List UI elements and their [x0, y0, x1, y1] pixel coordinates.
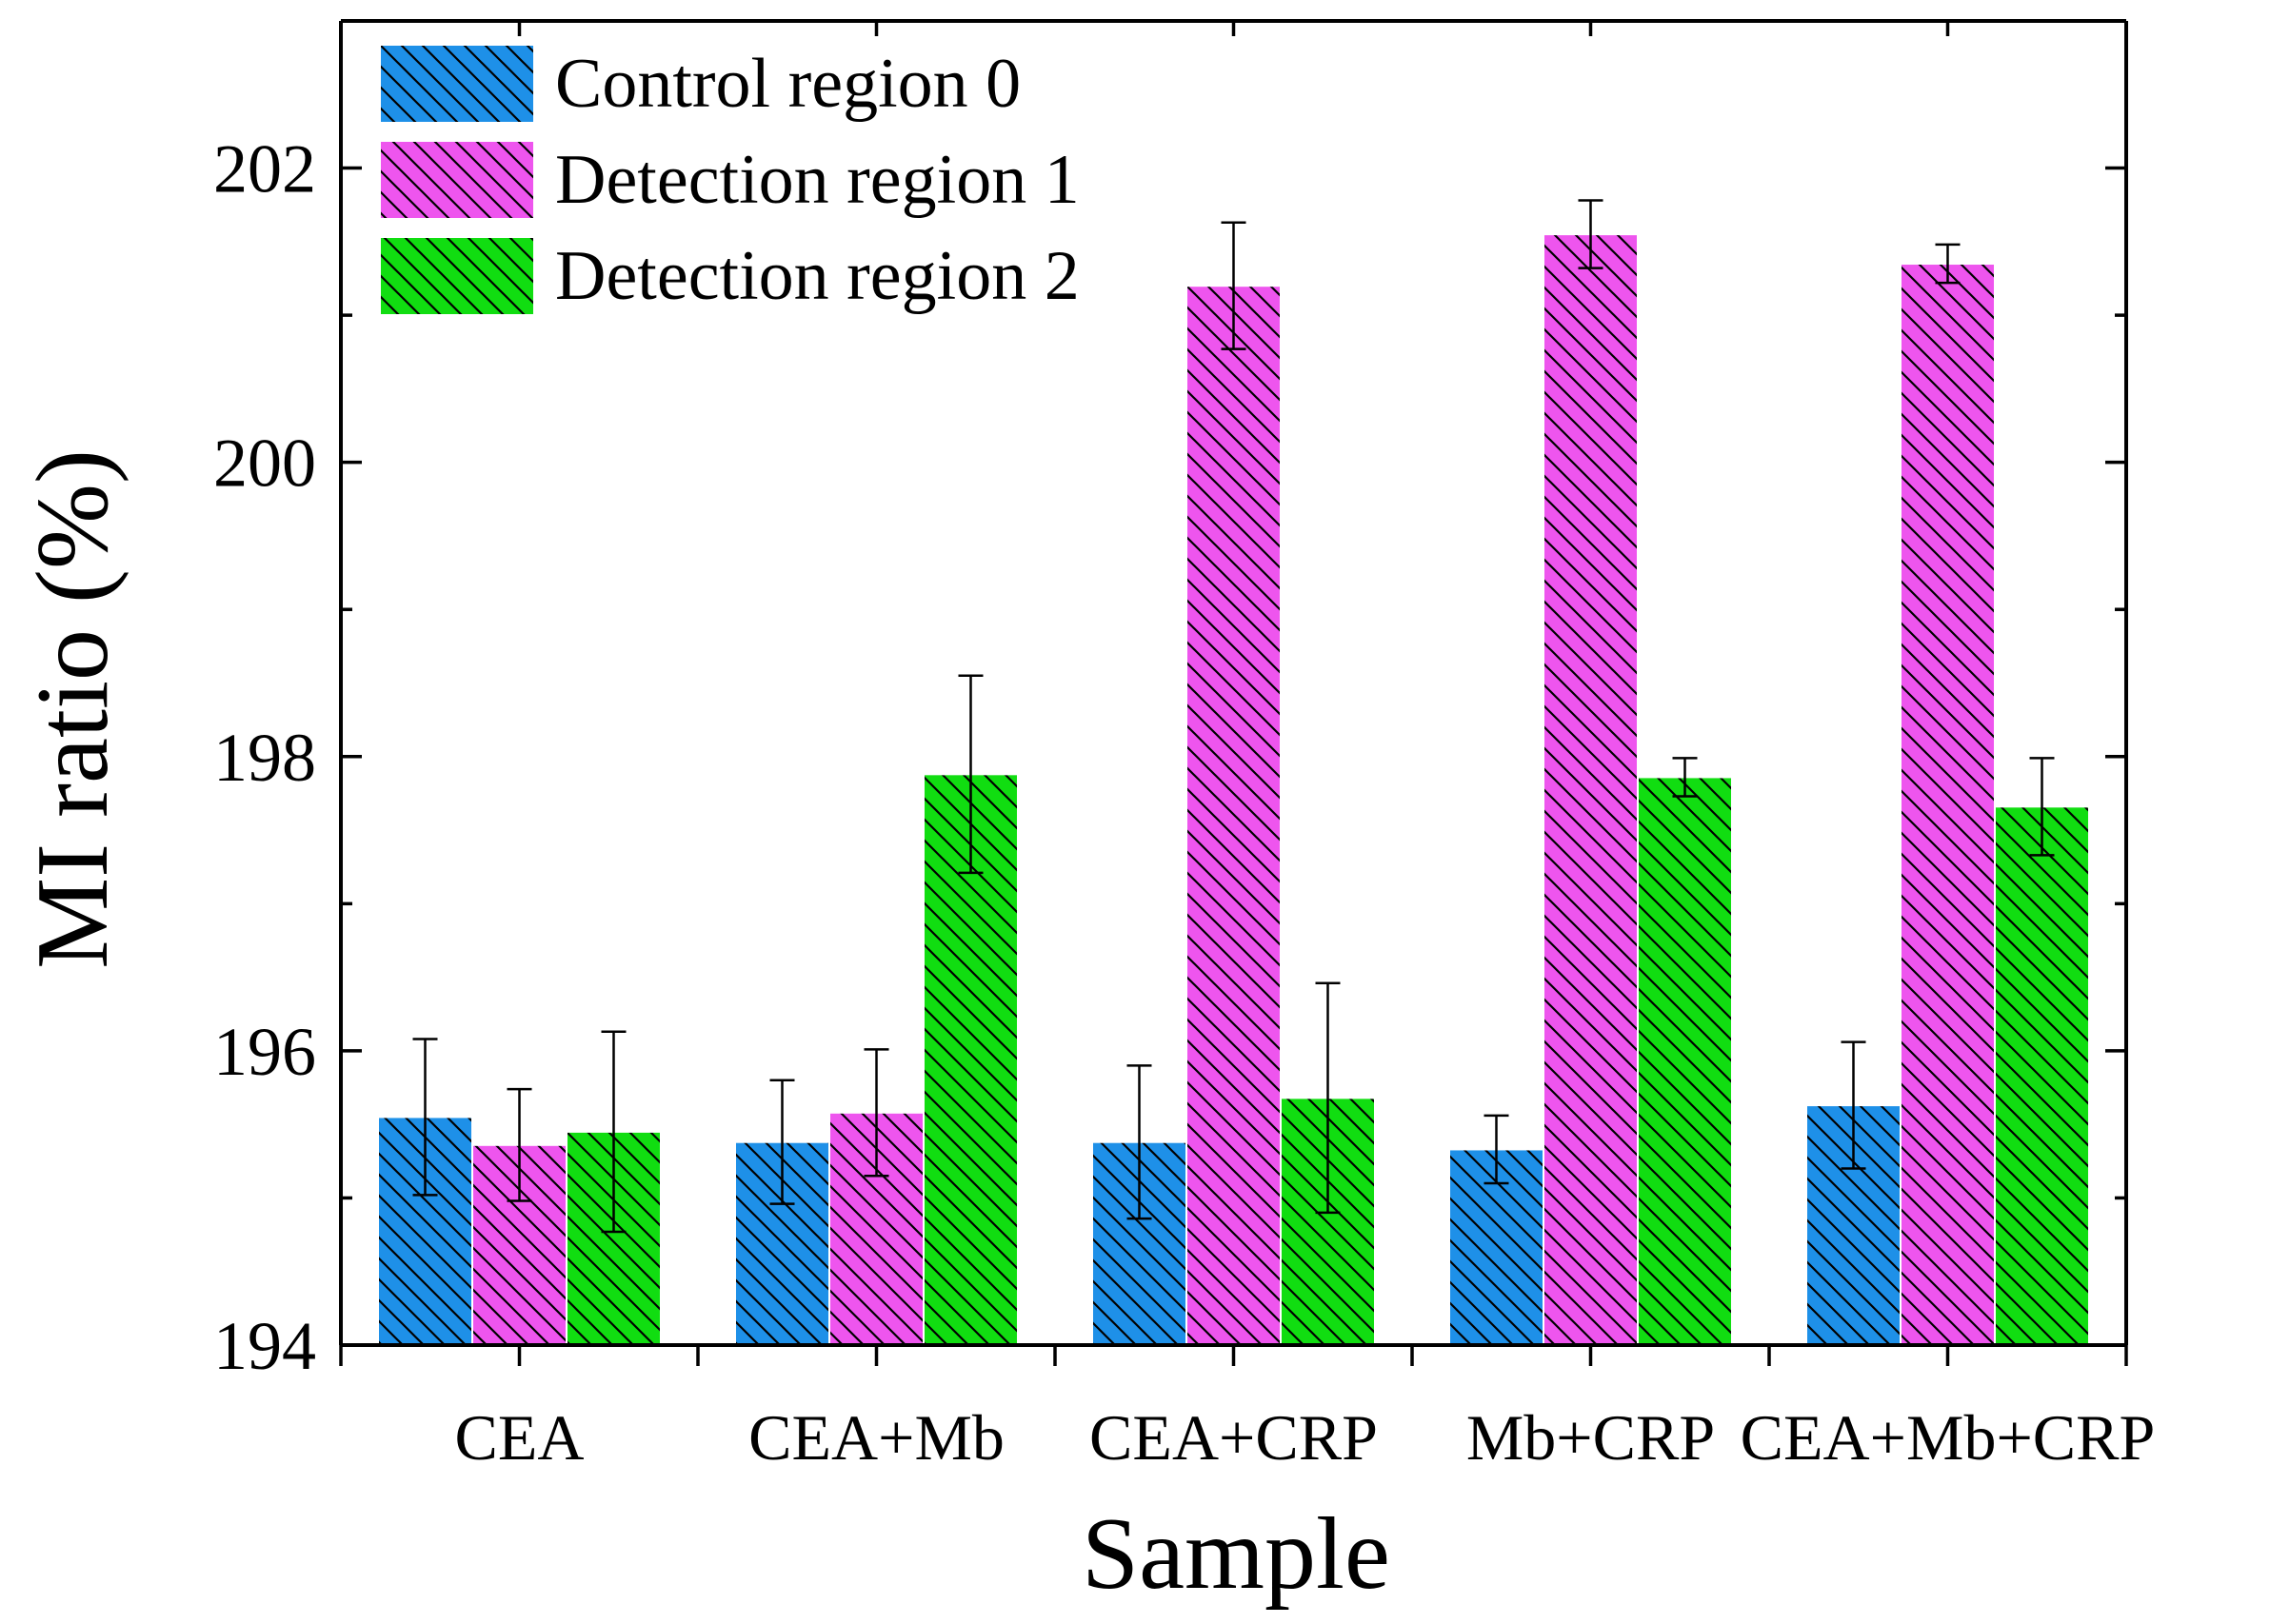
x-tick-label-4: CEA+Mb+CRP: [1741, 1401, 2156, 1474]
x-tick-label-0: CEA: [455, 1401, 585, 1474]
bar-hatch-2-4: [1995, 806, 2089, 1345]
x-tick-label-2: CEA+CRP: [1089, 1401, 1378, 1474]
y-tick-label-198: 198: [213, 720, 316, 796]
bar-hatch-1-2: [1186, 286, 1281, 1346]
legend-label-1: Detection region 1: [555, 141, 1080, 219]
legend-label-2: Detection region 2: [555, 237, 1080, 315]
bar-hatch-2-3: [1638, 777, 1732, 1345]
y-tick-label-196: 196: [213, 1014, 316, 1090]
legend-swatch-hatch-2: [381, 238, 533, 314]
x-axis-title: Sample: [1082, 1497, 1390, 1611]
y-tick-label-194: 194: [213, 1308, 316, 1384]
y-tick-label-202: 202: [213, 131, 316, 208]
legend-swatch-hatch-1: [381, 142, 533, 218]
legend-swatch-hatch-0: [381, 46, 533, 122]
bar-hatch-1-3: [1543, 234, 1638, 1345]
y-axis-title: MI ratio (%): [16, 449, 129, 969]
bar-hatch-1-4: [1901, 264, 1995, 1346]
x-tick-label-3: Mb+CRP: [1466, 1401, 1715, 1474]
legend-label-0: Control region 0: [555, 45, 1021, 123]
y-tick-label-200: 200: [213, 426, 316, 502]
plot-area: CEA CEA+Mb CEA+CRP Mb+CRP CEA+Mb+CRP 194 196 19…: [213, 19, 2156, 1474]
x-tick-label-1: CEA+Mb: [748, 1401, 1005, 1474]
